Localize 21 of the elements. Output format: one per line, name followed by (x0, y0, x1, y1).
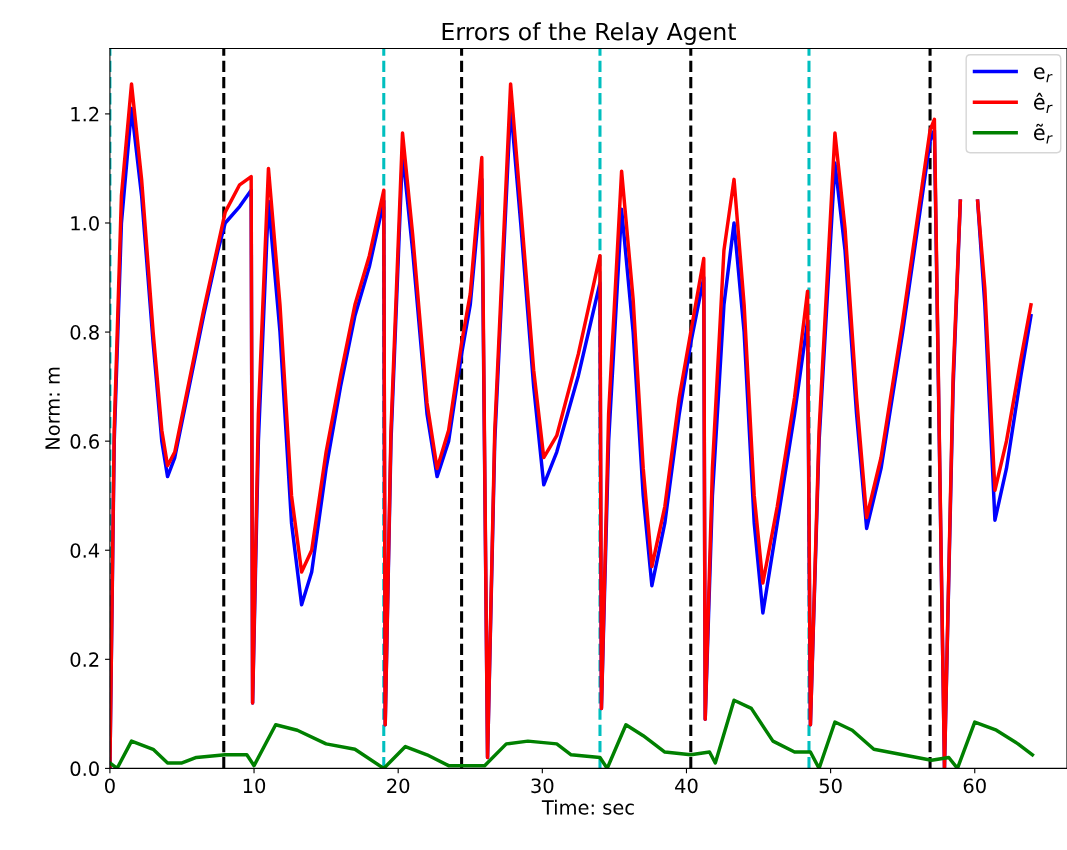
y-tick-label: 1.0 (71, 215, 99, 231)
y-tick-label: 0.6 (70, 434, 99, 449)
y-tick-label: 0.0 (70, 761, 99, 777)
legend-label: ê$_{r}$ (1033, 92, 1053, 113)
y-axis-title: Norm: m (45, 367, 60, 449)
x-tick-label: 30 (531, 778, 554, 794)
line-series (109, 698, 1035, 769)
x-tick-label: 50 (819, 778, 842, 794)
x-axis-title: Time: sec (541, 799, 634, 815)
y-tick-label: 1.2 (71, 106, 99, 122)
legend-label: e$_{r}$ (1033, 67, 1053, 83)
x-tick-label: 0 (105, 778, 115, 794)
y-tick-label: 0.2 (70, 652, 99, 667)
y-tick-label: 0.8 (70, 325, 99, 340)
x-tick-label: 60 (963, 778, 986, 794)
x-tick-label: 10 (243, 778, 266, 794)
y-tick-label: 0.4 (70, 543, 100, 558)
chart-title: Errors of the Relay Agent (442, 22, 736, 46)
x-tick-label: 20 (387, 778, 410, 794)
x-tick-label: 40 (675, 778, 698, 794)
legend-label: ẽ$_{r}$ (1033, 123, 1053, 144)
